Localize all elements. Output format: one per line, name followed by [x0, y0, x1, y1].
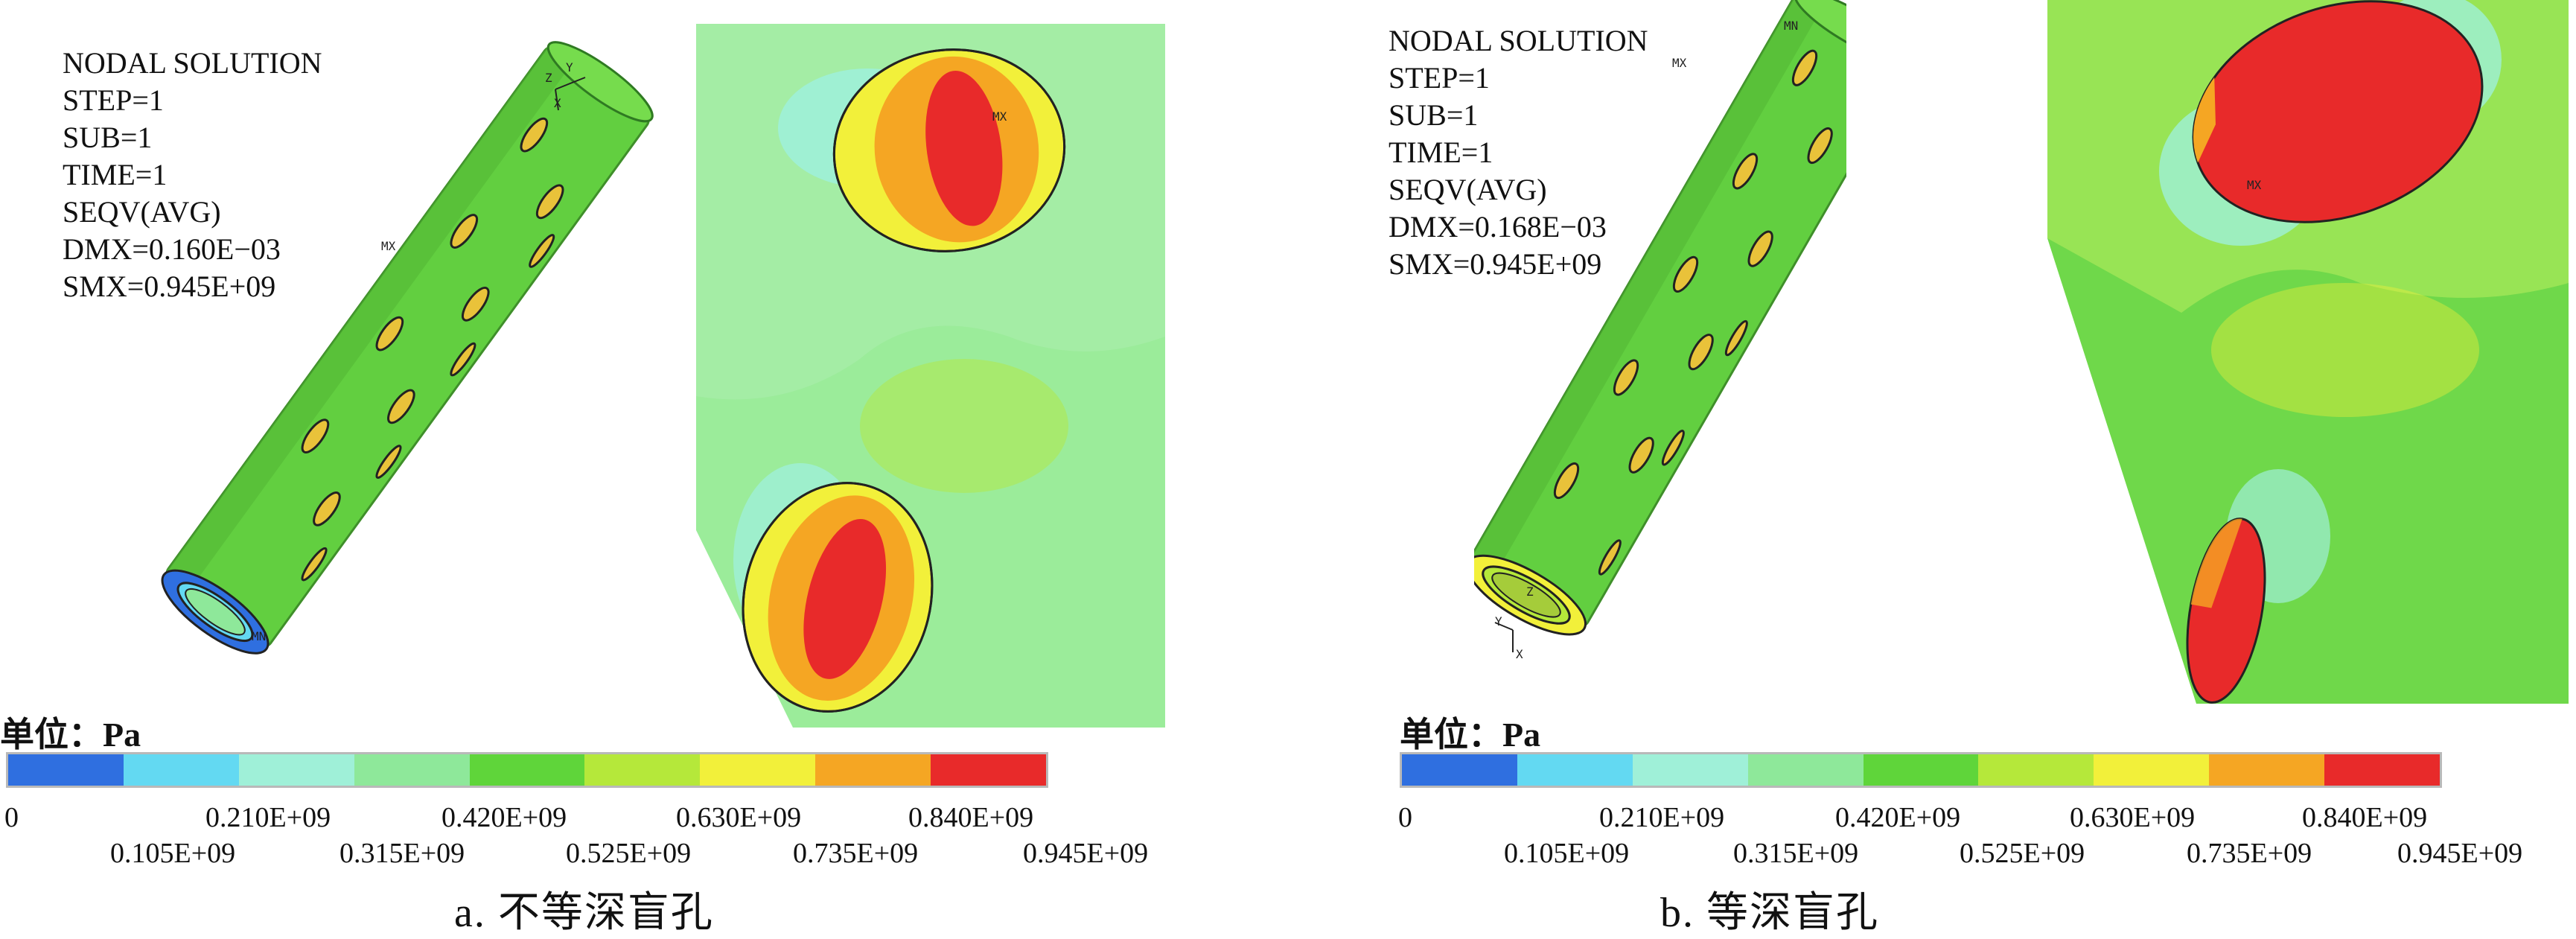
- colorbar-swatch: [469, 754, 585, 786]
- tick-label: 0.420E+09: [1835, 802, 1961, 833]
- tick-label: 0.315E+09: [1733, 838, 1859, 869]
- mx-detail-label: MX: [992, 109, 1007, 124]
- unit-label: 单位：Pa: [1400, 716, 1541, 754]
- tick-label: 0.210E+09: [1599, 802, 1725, 833]
- info-line: SUB=1: [1389, 98, 1479, 132]
- info-line: STEP=1: [63, 83, 164, 117]
- colorbar-swatch: [931, 754, 1047, 786]
- colorbar-ticks: 0 0.210E+09 0.420E+09 0.630E+09 0.840E+0…: [4, 797, 1182, 879]
- colorbar-swatch: [354, 754, 470, 786]
- tick-label: 0.735E+09: [793, 838, 919, 869]
- mn-label: MN: [1784, 19, 1798, 33]
- colorbar-swatch: [1747, 754, 1864, 786]
- info-line: SMX=0.945E+09: [63, 270, 276, 303]
- zoom-detail-svg: MX: [696, 24, 1165, 728]
- tick-label: 0.945E+09: [1023, 838, 1149, 869]
- colorbar-swatch: [1863, 754, 1979, 786]
- tick-label: 0: [1398, 802, 1412, 833]
- pipe-model-view: MX MN Y Z X: [119, 15, 685, 730]
- zoom-detail-svg: MX: [2047, 0, 2569, 704]
- colorbar-swatch: [1632, 754, 1748, 786]
- colorbar-swatch: [8, 754, 124, 786]
- info-line: SMX=0.945E+09: [1389, 247, 1602, 281]
- solution-info: NODAL SOLUTION STEP=1 SUB=1 TIME=1 SEQV(…: [1389, 22, 1648, 283]
- colorbar-swatch: [584, 754, 701, 786]
- tick-label: 0.840E+09: [908, 802, 1034, 833]
- info-line: NODAL SOLUTION: [63, 46, 322, 80]
- tick-label: 0.210E+09: [205, 802, 331, 833]
- pipe-model-svg: MX MN Y Z X: [161, 41, 654, 655]
- colorbar-swatch: [815, 754, 931, 786]
- colorbar: [1400, 752, 2442, 788]
- colorbar-ticks: 0 0.210E+09 0.420E+09 0.630E+09 0.840E+0…: [1398, 797, 2576, 879]
- colorbar: [6, 752, 1048, 788]
- colorbar-swatch: [1402, 754, 1517, 786]
- info-line: STEP=1: [1389, 61, 1490, 95]
- info-line: TIME=1: [63, 158, 168, 191]
- axis-y-label: Y: [1495, 614, 1502, 628]
- pipe-model-view: MX MN Y Z X: [1474, 0, 1846, 700]
- info-line: SUB=1: [63, 121, 153, 154]
- axis-z-label: Z: [545, 71, 552, 85]
- tick-label: 0.840E+09: [2302, 802, 2428, 833]
- unit-label: 单位：Pa: [0, 716, 141, 754]
- colorbar-swatch: [2324, 754, 2440, 786]
- tick-label: 0.630E+09: [2070, 802, 2196, 833]
- info-line: DMX=0.160E−03: [63, 232, 281, 266]
- colorbar-swatch: [123, 754, 239, 786]
- mx-label: MX: [381, 239, 396, 253]
- zoom-detail-view: MX: [2047, 0, 2569, 704]
- axis-triad-icon: [555, 77, 586, 111]
- mx-detail-label: MX: [2247, 178, 2262, 192]
- colorbar-swatch: [1517, 754, 1633, 786]
- tick-label: 0.735E+09: [2187, 838, 2312, 869]
- colorbar-swatch: [700, 754, 816, 786]
- mx-label: MX: [1672, 56, 1687, 70]
- figure-caption: b. 等深盲孔: [1660, 890, 1879, 936]
- colorbar-swatch: [1978, 754, 2094, 786]
- panel-a: NODAL SOLUTION STEP=1 SUB=1 TIME=1 SEQV(…: [0, 0, 1288, 936]
- colorbar-swatch: [238, 754, 354, 786]
- zoom-detail-view: MX: [696, 24, 1165, 728]
- tick-label: 0.105E+09: [110, 838, 236, 869]
- info-line: DMX=0.168E−03: [1389, 210, 1607, 243]
- mn-label: MN: [252, 629, 266, 643]
- axis-z-label: Z: [1526, 585, 1534, 599]
- tick-label: 0: [4, 802, 19, 833]
- solution-info: NODAL SOLUTION STEP=1 SUB=1 TIME=1 SEQV(…: [63, 45, 322, 305]
- colorbar-swatch: [2094, 754, 2210, 786]
- panel-b: NODAL SOLUTION STEP=1 SUB=1 TIME=1 SEQV(…: [1288, 0, 2576, 936]
- info-line: SEQV(AVG): [63, 195, 221, 229]
- tick-label: 0.630E+09: [676, 802, 802, 833]
- info-line: SEQV(AVG): [1389, 173, 1547, 206]
- axis-x-label: X: [1516, 647, 1523, 661]
- info-line: NODAL SOLUTION: [1389, 24, 1648, 57]
- axis-triad-icon: [1494, 622, 1514, 652]
- tick-label: 0.525E+09: [566, 838, 692, 869]
- tick-label: 0.420E+09: [441, 802, 567, 833]
- colorbar-swatch: [2209, 754, 2325, 786]
- tick-label: 0.105E+09: [1504, 838, 1630, 869]
- tick-label: 0.315E+09: [339, 838, 465, 869]
- figure-caption: a. 不等深盲孔: [454, 890, 714, 936]
- tick-label: 0.945E+09: [2397, 838, 2523, 869]
- info-line: TIME=1: [1389, 136, 1493, 169]
- pipe-model-svg: MX MN Y Z X: [1474, 0, 1846, 661]
- axis-y-label: Y: [566, 60, 573, 74]
- tick-label: 0.525E+09: [1960, 838, 2085, 869]
